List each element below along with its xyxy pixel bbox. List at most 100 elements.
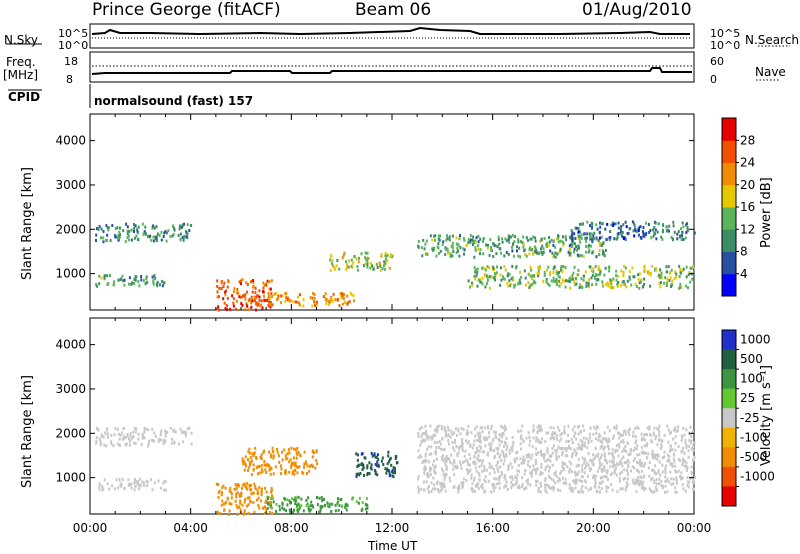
heatmap-cell (610, 452, 613, 456)
heatmap-cell (594, 474, 597, 478)
heatmap-cell (145, 480, 148, 484)
heatmap-cell (613, 463, 615, 467)
heatmap-cell (437, 238, 440, 242)
heatmap-cell (520, 485, 523, 489)
heatmap-cell (534, 462, 537, 466)
heatmap-cell (149, 234, 152, 238)
heatmap-cell (334, 503, 337, 507)
heatmap-cell (512, 242, 514, 246)
heatmap-cell (519, 281, 522, 285)
heatmap-cell (685, 465, 688, 469)
heatmap-cell (611, 278, 614, 282)
heatmap-cell (490, 248, 493, 252)
heatmap-cell (252, 454, 255, 458)
heatmap-cell (248, 460, 251, 464)
heatmap-cell (383, 260, 386, 264)
heatmap-cell (486, 246, 489, 250)
heatmap-cell (456, 242, 459, 246)
heatmap-cell (133, 230, 135, 233)
heatmap-cell (364, 456, 367, 460)
heatmap-cell (570, 229, 573, 233)
heatmap-cell (445, 238, 448, 242)
heatmap-cell (441, 243, 444, 247)
heatmap-cell (555, 456, 558, 460)
heatmap-cell (244, 455, 247, 459)
heatmap-cell (240, 491, 243, 495)
heatmap-cell (666, 270, 669, 274)
heatmap-cell (238, 280, 241, 284)
nsearch-tick-high: 10^5 (710, 27, 741, 40)
heatmap-cell (674, 490, 677, 494)
heatmap-cell (257, 496, 260, 500)
heatmap-cell (106, 432, 109, 436)
heatmap-cell (217, 495, 220, 499)
heatmap-cell (644, 221, 647, 225)
heatmap-cell (374, 462, 377, 466)
heatmap-cell (510, 277, 513, 281)
heatmap-cell (238, 505, 241, 509)
heatmap-cell (600, 222, 603, 226)
heatmap-cell (568, 460, 571, 464)
heatmap-cell (626, 232, 629, 235)
heatmap-cell (172, 224, 174, 228)
heatmap-cell (669, 470, 672, 474)
heatmap-cell (488, 442, 491, 446)
heatmap-cell (118, 443, 121, 447)
heatmap-cell (272, 500, 275, 504)
heatmap-cell (336, 502, 339, 506)
heatmap-cell (110, 433, 113, 437)
heatmap-cell (286, 298, 289, 302)
heatmap-cell (479, 446, 482, 450)
heatmap-cell (280, 472, 283, 476)
heatmap-cell (545, 280, 548, 284)
heatmap-cell (574, 486, 577, 490)
heatmap-cell (568, 470, 571, 474)
heatmap-cell (253, 510, 256, 514)
heatmap-cell (548, 454, 551, 458)
heatmap-cell (571, 242, 574, 246)
heatmap-cell (453, 464, 456, 468)
heatmap-cell (234, 483, 237, 487)
heatmap-cell (447, 251, 450, 255)
velocity-heatmap (95, 424, 696, 516)
heatmap-cell (285, 509, 287, 513)
heatmap-cell (498, 455, 501, 459)
heatmap-cell (578, 445, 581, 449)
heatmap-cell (643, 277, 646, 281)
heatmap-cell (563, 279, 566, 283)
heatmap-cell (280, 294, 283, 298)
heatmap-cell (445, 465, 448, 469)
heatmap-cell (481, 469, 484, 473)
heatmap-cell (622, 440, 625, 444)
heatmap-cell (658, 438, 661, 442)
heatmap-cell (218, 308, 220, 312)
heatmap-cell (368, 461, 371, 465)
heatmap-cell (562, 481, 565, 485)
heatmap-cell (245, 486, 248, 489)
heatmap-cell (483, 490, 486, 494)
heatmap-cell (131, 281, 133, 285)
heatmap-cell (473, 255, 476, 259)
heatmap-cell (511, 276, 514, 280)
heatmap-cell (606, 281, 609, 285)
heatmap-cell (637, 277, 640, 281)
heatmap-cell (121, 431, 124, 435)
heatmap-cell (248, 451, 251, 455)
heatmap-cell (471, 446, 474, 450)
heatmap-cell (581, 467, 584, 471)
heatmap-cell (440, 484, 443, 488)
heatmap-cell (295, 496, 298, 500)
heatmap-cell (588, 432, 591, 436)
heatmap-cell (233, 487, 236, 491)
heatmap-cell (629, 452, 632, 456)
heatmap-cell (331, 502, 334, 506)
heatmap-cell (562, 243, 565, 247)
heatmap-cell (576, 253, 579, 257)
heatmap-cell (583, 461, 586, 465)
heatmap-cell (360, 252, 363, 256)
heatmap-cell (425, 430, 428, 433)
heatmap-cell (434, 238, 436, 242)
heatmap-cell (649, 229, 652, 232)
heatmap-cell (472, 243, 474, 247)
